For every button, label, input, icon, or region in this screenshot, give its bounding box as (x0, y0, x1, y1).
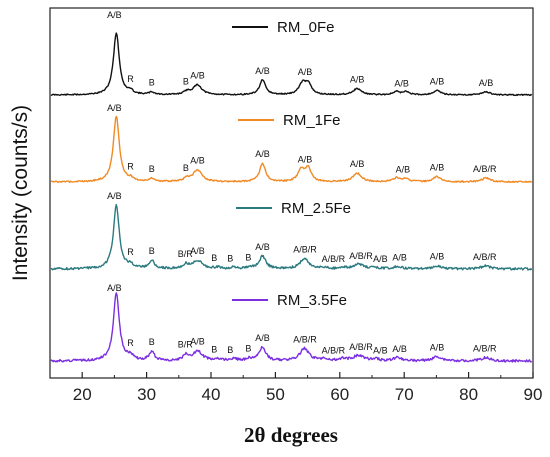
peak-label: A/B (190, 70, 205, 80)
peak-label: A/B/R (293, 245, 317, 255)
peak-label: A/B (396, 165, 411, 175)
peak-label: B (149, 78, 155, 88)
peak-label: A/B (107, 191, 122, 201)
legend-label-rm-2-5fe: RM_2.5Fe (281, 200, 351, 217)
peak-label: A/B (373, 345, 388, 355)
x-tick-label-60: 60 (330, 385, 349, 404)
peak-label: A/B/R (349, 342, 373, 352)
peak-label: B (183, 163, 189, 173)
peak-label: B (245, 253, 251, 263)
x-tick-label-80: 80 (459, 385, 478, 404)
peak-label: B/R (178, 249, 194, 259)
x-tick-label-50: 50 (266, 385, 285, 404)
peak-label: B (227, 345, 233, 355)
x-tick-label-90: 90 (524, 385, 543, 404)
peak-labels-layer: A/BR B BA/B A/B A/BA/B A/B A/B A/BA/BR B BA/BA/BA… (107, 10, 497, 356)
peak-label: R (127, 74, 134, 84)
peak-label: A/B (190, 337, 205, 347)
series-line-rm-2-5fe (50, 203, 533, 271)
peak-label: B (227, 254, 233, 264)
peak-label: A/B/R (473, 252, 497, 262)
peak-label: A/B (190, 155, 205, 165)
series-line-rm-0fe (50, 32, 533, 97)
peak-label: A/B (430, 343, 445, 353)
peak-label: A/B (298, 155, 313, 165)
x-tick-label-40: 40 (202, 385, 221, 404)
peak-label: A/B (190, 246, 205, 256)
peak-label: A/B/R (293, 335, 317, 345)
peak-label: A/B (255, 242, 270, 252)
legend-layer: RM_0Fe RM_1Fe RM_2.5Fe RM_3.5Fe (232, 19, 351, 309)
peak-label: A/B (255, 66, 270, 76)
x-axis-ticks: 20 30 40 50 60 70 80 90 (49, 372, 543, 404)
peak-label: B (149, 164, 155, 174)
peak-label: A/B/R (473, 164, 497, 174)
peak-label: A/B (373, 254, 388, 264)
series-layer (50, 32, 533, 363)
series-line-rm-1fe (50, 115, 533, 184)
peak-label: A/B/R (322, 346, 346, 356)
series-line-rm-3-5fe (50, 292, 533, 363)
peak-label: A/B (350, 159, 365, 169)
peak-label: A/B (298, 67, 313, 77)
legend-label-rm-3-5fe: RM_3.5Fe (277, 292, 347, 309)
peak-label: R (127, 247, 134, 257)
peak-label: R (127, 161, 134, 171)
peak-label: A/B (350, 75, 365, 85)
peak-label: A/B (430, 163, 445, 173)
peak-label: A/B (107, 283, 122, 293)
peak-label: A/B (430, 252, 445, 262)
peak-label: A/B/R (473, 344, 497, 354)
peak-label: B (183, 76, 189, 86)
peak-label: B (245, 344, 251, 354)
peak-label: A/B (394, 78, 409, 88)
peak-label: A/B/R (322, 254, 346, 264)
x-tick-label-30: 30 (137, 385, 156, 404)
x-tick-label-20: 20 (73, 385, 92, 404)
x-tick-label-70: 70 (395, 385, 414, 404)
peak-label: A/B (392, 253, 407, 263)
peak-label: A/B/R (349, 251, 373, 261)
plot-frame (49, 7, 534, 379)
peak-label: A/B (479, 78, 494, 88)
peak-label: B/R (178, 340, 194, 350)
peak-label: A/B (430, 76, 445, 86)
peak-label: A/B (255, 333, 270, 343)
peak-label: B (211, 344, 217, 354)
peak-label: B (211, 253, 217, 263)
legend-label-rm-1fe: RM_1Fe (283, 112, 341, 129)
y-axis-label: Intensity (counts/s) (9, 105, 32, 281)
peak-label: B (149, 337, 155, 347)
peak-label: A/B (107, 10, 122, 20)
peak-label: R (127, 338, 134, 348)
peak-label: A/B (107, 103, 122, 113)
peak-label: A/B (255, 149, 270, 159)
x-axis-label: 2θ degrees (244, 423, 338, 447)
peak-label: B (149, 246, 155, 256)
legend-label-rm-0fe: RM_0Fe (277, 19, 335, 36)
peak-label: A/B (392, 344, 407, 354)
